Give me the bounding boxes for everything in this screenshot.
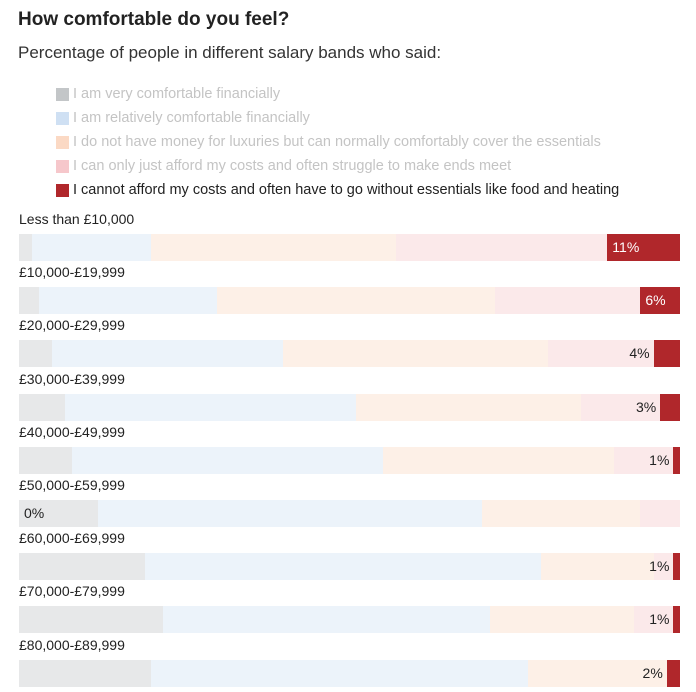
bar-segment[interactable] <box>653 340 680 368</box>
bar-segment[interactable] <box>395 234 608 261</box>
category-label: £60,000-£69,999 <box>19 530 125 547</box>
bar-segment[interactable] <box>52 340 284 368</box>
bar-segment[interactable] <box>666 659 680 687</box>
bar-segment[interactable] <box>32 234 152 261</box>
data-label: 1% <box>649 558 670 575</box>
legend-swatch <box>56 184 69 197</box>
bar-segment[interactable] <box>481 500 641 527</box>
legend-label: I am relatively comfortable financially <box>73 110 310 126</box>
bar-segment[interactable] <box>98 500 482 527</box>
bar-segment[interactable] <box>19 393 66 421</box>
data-label: 6% <box>645 292 666 309</box>
bar-segment[interactable] <box>673 446 680 474</box>
legend-swatch <box>56 112 69 125</box>
bar-segment[interactable] <box>217 287 495 315</box>
bar-segment[interactable] <box>71 446 383 474</box>
data-label: 1% <box>649 451 670 468</box>
bar-segment[interactable] <box>19 446 72 474</box>
bar-segment[interactable] <box>660 393 680 421</box>
bar-segment[interactable] <box>19 287 39 315</box>
category-label: £70,000-£79,999 <box>19 583 125 600</box>
bar-segment[interactable] <box>19 659 152 687</box>
bar-segment[interactable] <box>490 606 635 634</box>
chart-title: How comfortable do you feel? <box>18 9 290 30</box>
data-label: 4% <box>629 345 650 362</box>
data-label: 3% <box>635 398 657 415</box>
bar-segment[interactable] <box>613 446 674 474</box>
bar-segment[interactable] <box>19 606 163 634</box>
bar-segment[interactable] <box>151 234 396 261</box>
bar-segment[interactable] <box>673 553 680 581</box>
bar-segment[interactable] <box>653 553 674 581</box>
legend-swatch <box>56 88 69 101</box>
legend-label: I am very comfortable financially <box>73 86 281 102</box>
category-label: £20,000-£29,999 <box>19 317 125 334</box>
legend-swatch <box>56 136 69 149</box>
bar-segment[interactable] <box>283 340 548 368</box>
bar-segment[interactable] <box>19 234 33 261</box>
category-label: £10,000-£19,999 <box>19 264 125 281</box>
legend-swatch <box>56 160 69 173</box>
bar-segment[interactable] <box>673 606 680 634</box>
bar-segment[interactable] <box>19 340 53 368</box>
bar-segment[interactable] <box>382 446 614 474</box>
bar-segment[interactable] <box>640 500 680 527</box>
bar-segment[interactable] <box>580 393 661 421</box>
data-label: 1% <box>649 611 670 628</box>
data-label: 0% <box>24 505 45 521</box>
bar-segment[interactable] <box>356 393 581 421</box>
bar-segment[interactable] <box>640 287 680 315</box>
bar-segment[interactable] <box>634 606 674 634</box>
chart-subtitle: Percentage of people in different salary… <box>18 43 442 62</box>
legend-label: I cannot afford my costs and often have … <box>73 182 620 198</box>
bar-segment[interactable] <box>547 340 654 368</box>
bar-chart-area: Less than £10,000 11% £10,000-£19,999 6% £20… <box>19 211 680 691</box>
bar-segment[interactable] <box>494 287 641 315</box>
category-label: £30,000-£39,999 <box>19 370 125 387</box>
bar-segment[interactable] <box>19 500 99 527</box>
bar-segment[interactable] <box>151 659 528 687</box>
category-label: £40,000-£49,999 <box>19 423 125 440</box>
category-label: Less than £10,000 <box>19 211 135 227</box>
bar-segment[interactable] <box>162 606 491 634</box>
data-label: 2% <box>642 664 663 681</box>
bar-segment[interactable] <box>144 553 542 581</box>
legend-label: I can only just afford my costs and ofte… <box>73 158 512 174</box>
data-label: 11% <box>612 239 640 255</box>
legend-label: I do not have money for luxuries but can… <box>73 134 601 150</box>
bar-segment[interactable] <box>38 287 218 315</box>
bar-segment[interactable] <box>65 393 357 421</box>
bar-segment[interactable] <box>607 234 680 261</box>
bar-segment[interactable] <box>541 553 654 581</box>
category-label: £80,000-£89,999 <box>19 636 125 653</box>
bar-segment[interactable] <box>19 553 145 581</box>
bar-segment[interactable] <box>527 659 667 687</box>
category-label: £50,000-£59,999 <box>19 477 125 493</box>
